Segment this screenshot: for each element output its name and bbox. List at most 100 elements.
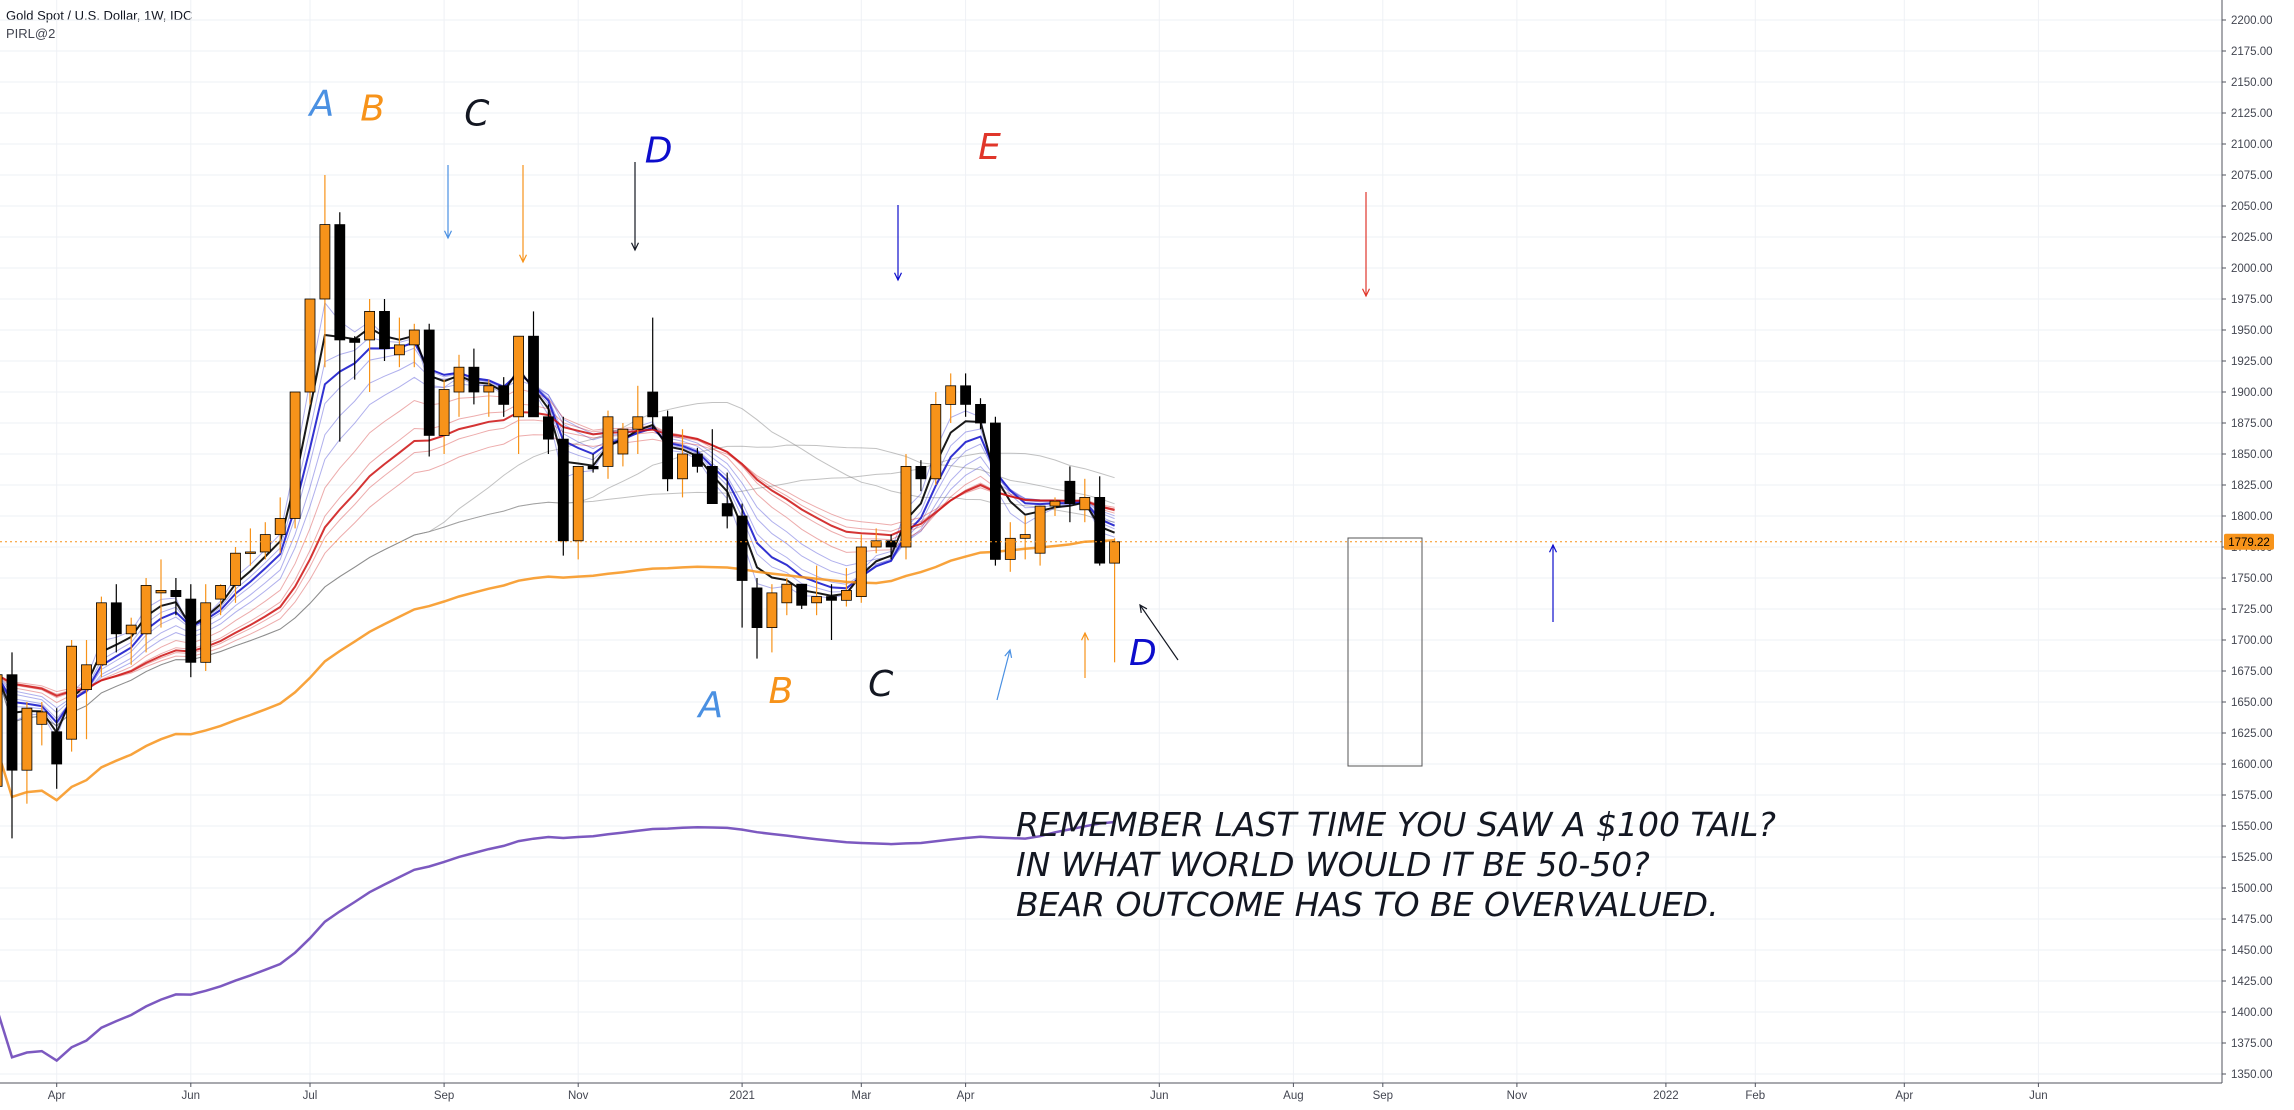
candle-body-bear [185,598,197,663]
ma-line-blue [0,361,1115,714]
candle-body-bear [110,602,122,635]
candle-body-bear [51,731,63,765]
candle [6,652,18,839]
annotation-arrowhead [1080,631,1090,641]
candle-body-bear [975,403,986,424]
candle-body-bull [855,546,867,597]
candle-body-bear [960,385,971,405]
ma-line-blue [0,376,1115,709]
candle [140,578,152,653]
candle [274,497,286,554]
chart-title: Gold Spot / U.S. Dollar, 1W, IDC [6,8,193,23]
candle [855,534,867,603]
candle-body-bear [557,438,569,542]
indicator-label: PIRL@2 [6,26,56,41]
candle-body-bear [587,465,599,470]
candle-body-bull [289,391,301,519]
candle [230,547,241,603]
price-tick-label: 1425.00 [2231,976,2273,988]
annotation-arrowhead [1139,603,1148,613]
annotation-label-b: B [768,671,793,712]
candle-body-bear [692,453,703,467]
candle-body-bull [244,551,256,554]
candle-body-bear [662,416,673,480]
candle [453,354,465,417]
candle [81,640,92,740]
candle-body-bull [1109,541,1120,564]
candle [826,584,837,640]
price-tick-label: 1675.00 [2231,666,2273,678]
candle [647,317,659,430]
time-tick-label: Apr [957,1090,975,1102]
note-line: IN WHAT WORLD WOULD IT BE 50-50? [1016,845,1650,884]
candle-body-bull [632,416,644,430]
candle [990,416,1001,566]
candle [1094,476,1106,566]
price-tick-label: 1475.00 [2231,914,2273,926]
candle-body-bear [796,583,808,606]
annotation-arrowhead [630,242,640,252]
price-tick-label: 2075.00 [2231,170,2273,182]
annotation-label-e: E [978,127,1001,168]
candle [110,584,122,653]
annotation-arrow [996,649,1011,701]
price-tick-label: 1850.00 [2231,449,2273,461]
price-tick-label: 1700.00 [2231,635,2273,647]
price-tick-label: 2125.00 [2231,108,2273,120]
candle-body-bull [930,403,942,480]
candle-body-bull [200,602,212,663]
candle-body-bull [259,534,271,553]
annotation-label-b: B [360,88,385,129]
candle [721,472,733,529]
price-tick-label: 1550.00 [2231,821,2273,833]
candle [408,323,420,368]
price-tick-label: 2200.00 [2231,15,2273,27]
candles [0,175,1120,839]
time-tick-label: Nov [1507,1090,1528,1102]
candle-body-bull [215,585,227,600]
candle [379,299,390,361]
candle [557,416,569,556]
candle-body-bull [393,344,405,356]
candle-body-bear [885,540,897,548]
candle-body-bull [364,310,376,341]
candle [170,578,182,616]
annotation-label-a: A [696,685,723,726]
annotation-arrowhead [1004,648,1013,658]
candle-body-bull [21,707,33,771]
last-price-badge [2224,533,2274,550]
time-tick-label: 2022 [1653,1090,1679,1102]
candle [36,702,48,746]
candle [244,528,256,566]
candle [915,460,927,492]
time-tick-label: Jun [182,1090,201,1102]
candle [66,640,77,752]
annotation-label-a: A [308,83,335,124]
price-tick-label: 1975.00 [2231,294,2273,306]
candle [975,398,986,430]
ma-line-blue [0,336,1115,728]
time-tick-label: Sep [1373,1090,1393,1102]
candle [393,317,405,368]
price-tick-label: 1625.00 [2231,728,2273,740]
candle [498,377,510,417]
candle-body-bull [513,335,524,418]
candle [781,578,793,616]
candle [349,336,361,380]
price-tick-label: 2025.00 [2231,232,2273,244]
ma-line-red [0,388,1115,704]
candle [215,584,227,616]
candle [870,528,882,554]
price-tick-label: 1900.00 [2231,387,2273,399]
candle-body-bull [81,664,92,690]
time-tick-label: Jul [303,1090,318,1102]
candle-body-bull [140,585,152,635]
candle [811,565,822,616]
candle [200,584,212,671]
candle-body-bull [155,590,167,594]
price-tick-label: 1350.00 [2231,1069,2273,1081]
candle [930,392,942,485]
candle-body-bear [721,503,733,517]
candle [423,323,435,457]
